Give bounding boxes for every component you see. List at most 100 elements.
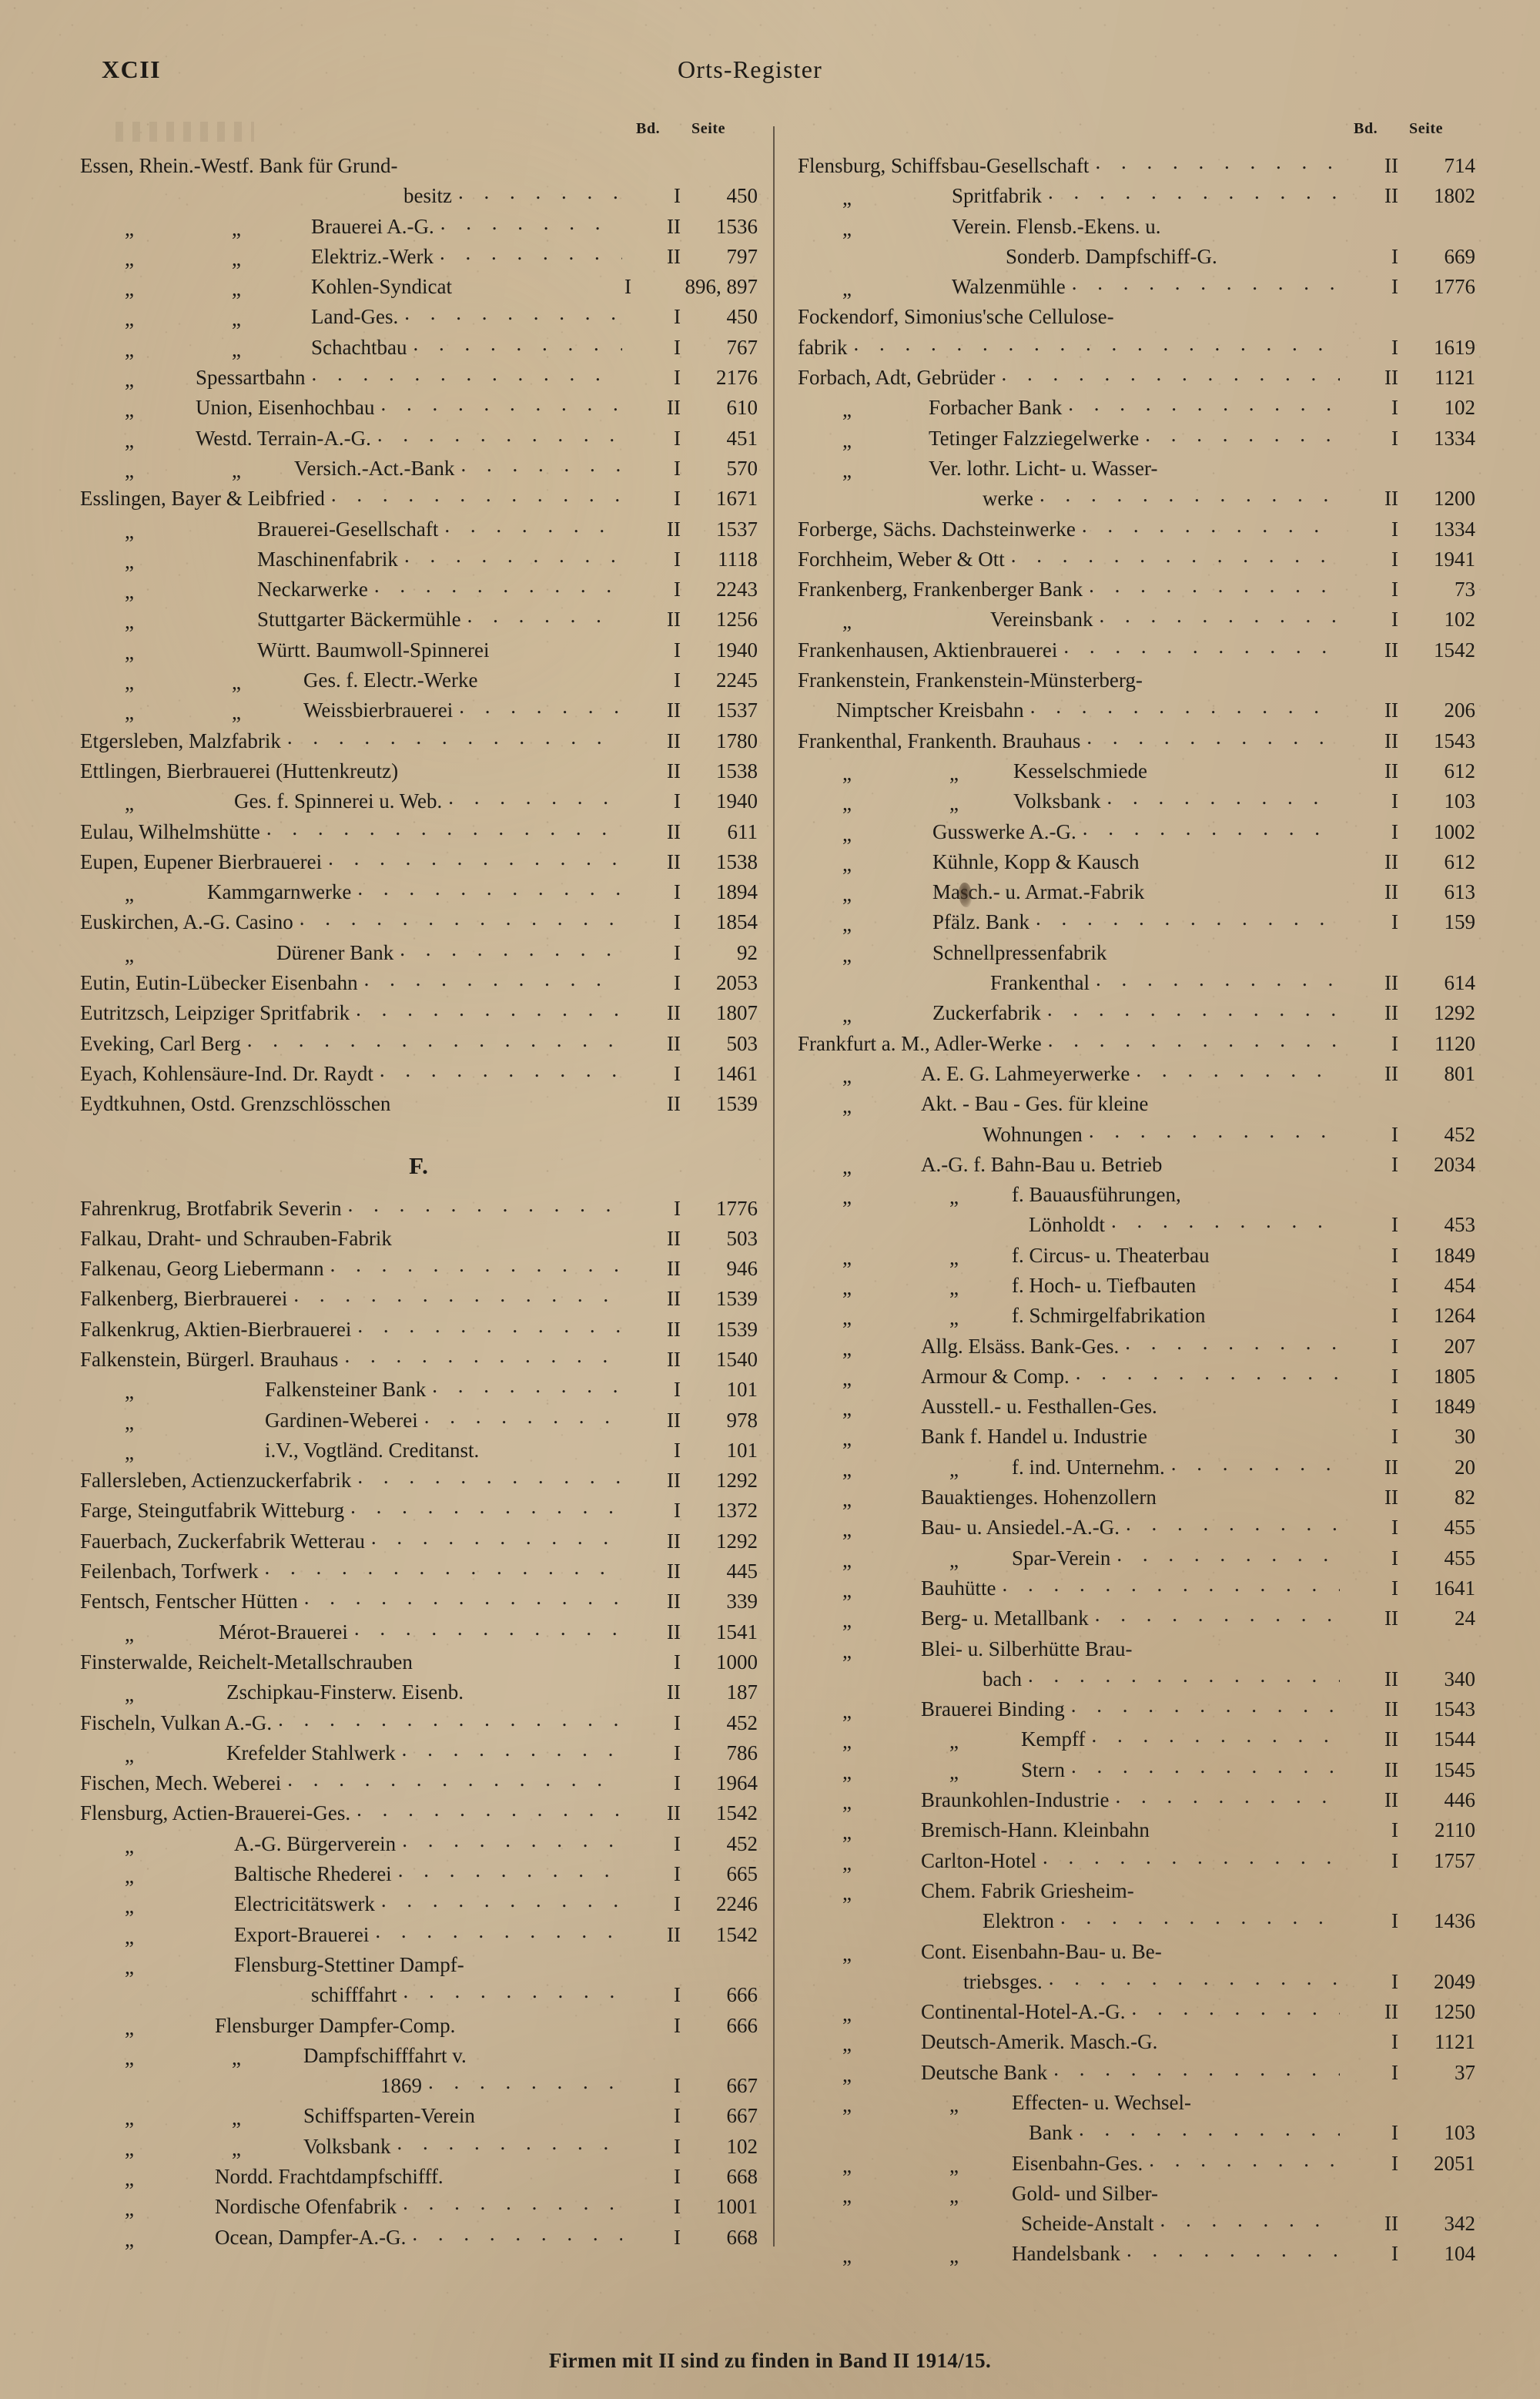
page-number: 1543 [1434,729,1475,752]
dot-leader: . . . . . . . . . . . . . . . . . . . . … [1094,1603,1340,1627]
entry-title: Neckarwerke [257,578,368,601]
page-number: 1200 [1434,487,1475,511]
dot-leader: . . . . . . . . . . . . . . . . . . . . … [1125,1512,1340,1536]
volume-number: I [674,940,681,964]
index-entry-row: „ Berg- u. Metallbank. . . . . . . . . . … [798,1603,1475,1633]
ditto-mark: „ [842,1457,852,1481]
volume-number: II [1384,1607,1398,1630]
volume-number: II [1384,1667,1398,1690]
index-entry-row: „ Flensburg-Stettiner Dampf- [80,1950,758,1980]
page-number: 667 [726,2074,758,2098]
ditto-mark: „ [125,458,134,482]
entry-head: „ „ f. Schmirgelfabrikation [798,1301,1205,1331]
ditto-mark: „ [842,1821,852,1844]
bd-header-label: Bd. [636,120,661,137]
dot-leader: . . . . . . . . . . . . . . . . . . . . … [1131,1996,1340,2020]
dot-leader: . . . . . . . . . . . . . . . . . . . . … [1075,1360,1340,1384]
ditto-mark: „ [125,246,134,270]
columns-wrapper: Bd. Seite Essen, Rhein.-Westf. Bank für … [80,120,1475,2270]
index-entry-row: Essen, Rhein.-Westf. Bank für Grund- [80,151,758,181]
entry-head: „ Zschipkau-Finsterw. Eisenb. [80,1677,464,1707]
ditto-mark: „ [232,337,241,361]
entry-title: Westd. Terrain-A.-G. [196,426,371,450]
volume-number: II [667,1529,681,1553]
ditto-mark: „ [125,580,134,604]
page-number: 1542 [716,1922,758,1946]
entry-title: Versich.-Act.-Bank [294,456,455,480]
index-entry-row: Eupen, Eupener Bierbrauerei. . . . . . .… [80,846,758,877]
volume-number: I [674,547,681,571]
page-number: 1537 [716,699,758,722]
entry-head: „ „ Kohlen-Syndicat [80,272,452,302]
ditto-mark: „ [232,2136,241,2160]
volume-number: I [1391,1969,1398,1993]
ditto-mark: „ [842,1639,852,1663]
page-number: 1543 [1434,1697,1475,1721]
dot-leader: . . . . . . . . . . . . . . . . . . . . … [1111,1209,1340,1233]
entry-title: Weissbierbrauerei [303,699,454,722]
page-number: 102 [726,2134,758,2158]
page-number: 610 [726,396,758,420]
volume-number: I [674,305,681,329]
entry-title: Forbach, Adt, Gebrüder [798,366,996,390]
index-entry-row: „ Deutsche Bank. . . . . . . . . . . . . … [798,2057,1475,2088]
volume-number: I [1391,1576,1398,1600]
index-entry-row: Falkenau, Georg Liebermann. . . . . . . … [80,1253,758,1284]
entry-head: Frankenberg, Frankenberger Bank [798,575,1083,605]
index-entry-row: „ A. E. G. Lahmeyerwerke. . . . . . . . .… [798,1058,1475,1089]
ditto-mark: „ [842,1488,852,1512]
entry-head: Forbach, Adt, Gebrüder [798,363,995,393]
page-number: 503 [726,1226,758,1250]
entry-title: Etgersleben, Malzfabrik [80,729,281,752]
entry-title: Tetinger Falzziegelwerke [929,426,1140,450]
entry-head: Eveking, Carl Berg [80,1029,241,1059]
ditto-mark: „ [842,428,852,452]
entry-head: „ Deutsche Bank [798,2058,1047,2088]
ditto-mark: „ [842,883,852,906]
index-entry-row: „ Kammgarnwerke. . . . . . . . . . . . . … [80,876,758,907]
page-number: 2245 [716,668,758,692]
dot-leader: . . . . . . . . . . . . . . . . . . . . … [1047,1027,1340,1051]
page-number: 1542 [1434,638,1475,662]
index-entry-row: Eulau, Wilhelmshütte . . . . . . . . . . … [80,816,758,847]
index-entry-row: Frankfurt a. M., Adler-Werke. . . . . . … [798,1028,1475,1059]
index-entry-row: Fauerbach, Zuckerfabrik Wetterau. . . . … [80,1526,758,1556]
entry-title: Eupen, Eupener Bierbrauerei [80,849,323,873]
entry-title: Eisenbahn-Ges. [1012,2151,1143,2175]
ditto-mark: „ [842,1851,852,1875]
entry-title: Verein. Flensb.-Ekens. u. [952,214,1161,238]
entry-head: Euskirchen, A.-G. Casino [80,907,293,937]
page-number: 1292 [716,1469,758,1493]
entry-title: Fauerbach, Zuckerfabrik Wetterau [80,1529,365,1553]
page-number: 1334 [1434,426,1475,450]
index-entry-row: „ A.-G. Bürgerverein. . . . . . . . . . .… [80,1828,758,1859]
index-entry-row: „ Nordd. Frachtdampfschifff. I 668 [80,2162,758,2192]
entry-head: Forchheim, Weber & Ott [798,544,1005,575]
page-number: 1941 [1434,547,1475,571]
entry-head: Forberge, Sächs. Dachsteinwerke [798,514,1076,544]
entry-head: „ Kühnle, Kopp & Kausch [798,847,1139,877]
page-number: 206 [1444,699,1476,722]
volume-number: II [667,214,681,238]
volume-number: I [674,2225,681,2249]
index-entry-row: Fockendorf, Simonius'sche Cellulose- [798,302,1475,332]
index-entry-row: „ Schnellpressenfabrik [798,938,1475,968]
dot-leader: . . . . . . . . . . . . . . . . . . . . … [1068,392,1340,416]
ditto-mark: „ [125,2227,134,2251]
entry-title-continuation: Elektron [983,1909,1054,1933]
page-number: 92 [737,940,758,964]
index-entry-row: „ „ Eisenbahn-Ges.. . . . . . . . . . . . … [798,2148,1475,2179]
ditto-mark: „ [125,640,134,664]
seite-header-label: Seite [1409,120,1444,137]
dot-leader: . . . . . . . . . . . . . . . . . . . . … [401,1737,622,1761]
entry-title: Fischeln, Vulkan A.-G. [80,1710,273,1734]
folio-number: XCII [102,55,162,83]
index-entry-row: „ „ Kempff. . . . . . . . . . . . . . . . … [798,1724,1475,1754]
index-entry-row: „ Cont. Eisenbahn-Bau- u. Be- [798,1937,1475,1967]
entry-title-continuation: Bank [1029,2121,1073,2145]
page-number: 1854 [716,910,758,934]
entry-title: Forberge, Sächs. Dachsteinwerke [798,517,1076,541]
entry-head: „ Bank f. Handel u. Industrie [798,1422,1147,1452]
entry-title: A.-G. f. Bahn-Bau u. Betrieb [921,1152,1163,1176]
volume-number: I [1391,1516,1398,1540]
